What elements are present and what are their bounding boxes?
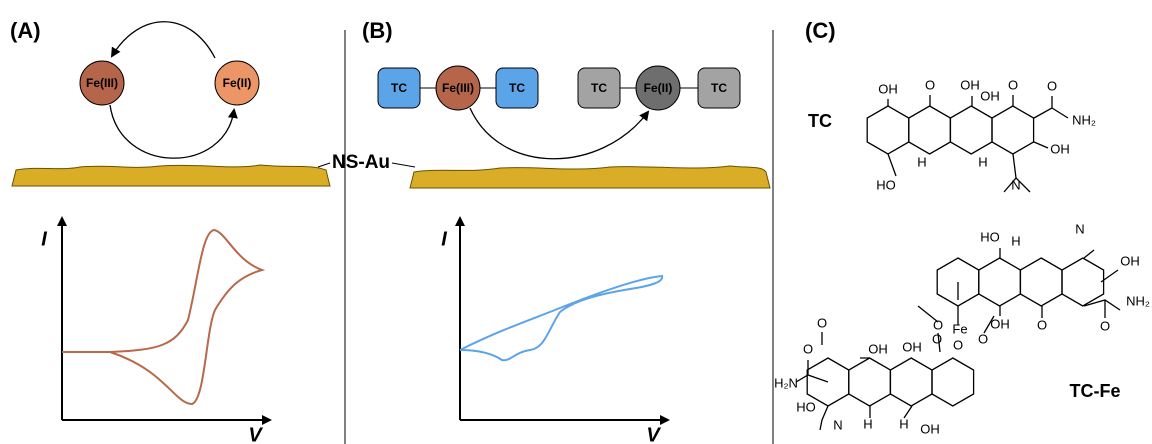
arrow [109,104,238,159]
atom-label: OH [920,421,940,436]
axis-label: V [248,424,263,444]
tc-box [495,67,539,109]
atom-label: H₂N [774,375,798,390]
fe2-node [214,60,260,106]
atom-label: H [978,154,987,169]
atom-label: O [978,331,988,346]
node-label: Fe(III) [442,81,474,95]
node-label: TC [509,81,525,95]
atom-label: OH [868,341,888,356]
electrode [11,164,331,187]
bonds [795,95,1121,431]
molecule-name: TC [808,111,832,131]
atom-label: O [932,331,942,346]
atom-label: HO [796,399,816,414]
atom-label: H [917,154,926,169]
ring [978,257,1022,307]
atom-label: OH [1050,141,1070,156]
fe3-node [435,65,481,111]
electrode-label: NS-Au [332,152,390,173]
atom-label: H [1011,233,1020,248]
atom-label: OH [980,88,1000,103]
atom-label: O [953,337,963,352]
tc-box [697,67,741,109]
ring [931,357,975,407]
axis-label: I [441,228,447,250]
ring [991,105,1035,155]
metal-label: Fe [952,321,967,336]
connector [391,162,416,168]
atom-label: NH₂ [1072,112,1096,127]
node-label: TC [391,81,407,95]
arrow [469,107,650,160]
ring [1061,257,1105,307]
ring [848,357,892,407]
atom-label: OH [960,77,980,92]
ring [949,105,993,155]
atom-label: OH [902,339,922,354]
fe2-node [635,65,681,111]
atom-label: N [833,417,842,432]
atom-label: HO [876,177,896,192]
node-label: Fe(II) [223,76,252,90]
atom-label: O [1100,318,1110,333]
arrow [110,21,216,59]
atom-label: HO [980,229,1000,244]
atom-label: OH [1120,253,1140,268]
atom-label: N [1011,177,1020,192]
node-label: TC [591,81,607,95]
atom-label: O [803,341,813,356]
panel-label: (B) [362,18,393,43]
atom-label: O [1008,77,1018,92]
fe3-node [79,60,125,106]
connector [317,162,331,168]
node-label: Fe(III) [86,76,118,90]
atom-label: O [1037,317,1047,332]
cv-curve [459,274,664,362]
axis-label: I [41,228,47,250]
node-label: TC [711,81,727,95]
axis-label: V [646,424,661,444]
atom-label: O [1047,78,1057,93]
atom-label: H [899,416,908,431]
atom-label: O [925,77,935,92]
ring [908,105,952,155]
ring [866,105,910,155]
cv-curve [62,228,266,406]
molecule-name: TC-Fe [1070,381,1121,401]
tc-box [377,67,421,109]
electrode [409,165,771,189]
panel-label: (A) [10,18,41,43]
panel-label: (C) [805,18,836,43]
atom-label: N [1075,221,1084,236]
node-label: Fe(II) [644,81,673,95]
atom-label: O [933,317,943,332]
ring [889,357,933,407]
atom-label: OH [878,81,898,96]
atom-label: OH [990,316,1010,331]
ring [1019,257,1063,307]
atom-label: H [863,416,872,431]
tc-box [577,67,621,109]
atom-label: O [817,315,827,330]
atom-label: NH₂ [1126,293,1150,308]
